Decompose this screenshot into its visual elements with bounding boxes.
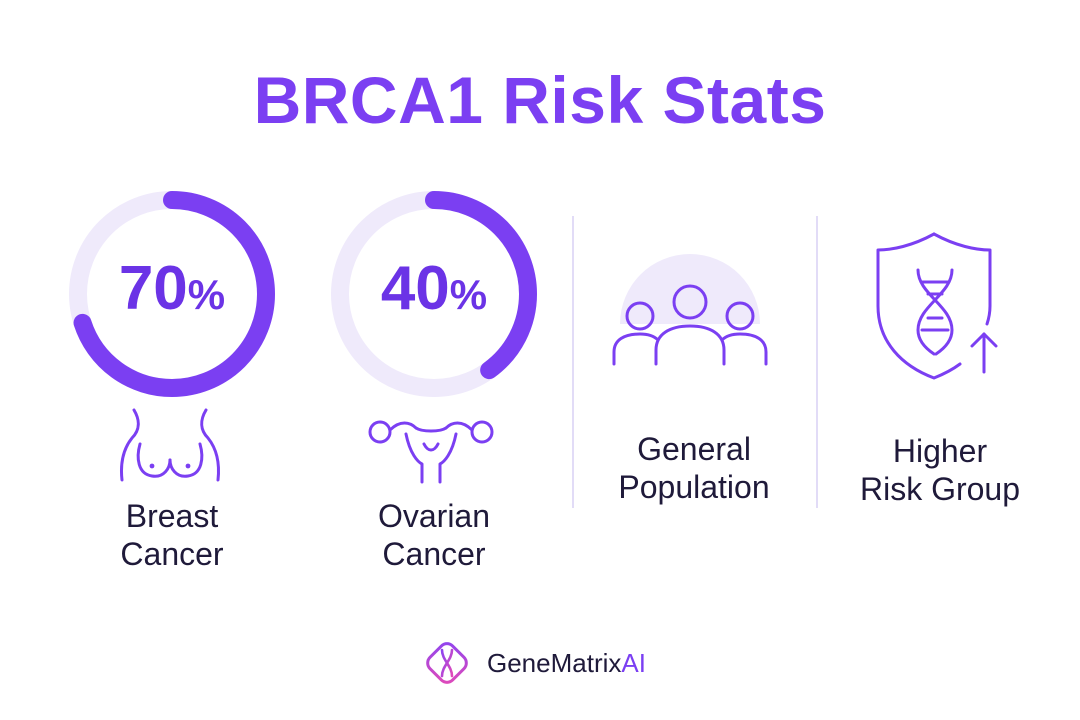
page-title: BRCA1 Risk Stats — [253, 63, 827, 137]
breast-cancer-percent: 70 — [118, 254, 188, 323]
ovarian-cancer-ring — [331, 191, 537, 397]
ovarian-cancer-ring-progress — [331, 191, 537, 397]
breast-cancer-ring-progress — [69, 191, 275, 397]
breast-cancer-percent-sign: % — [187, 271, 226, 318]
general-population-label-line1: General — [637, 431, 751, 467]
ovarian-cancer-label-line2: Cancer — [382, 536, 486, 572]
brand-name-suffix: AI — [621, 648, 646, 678]
dna-logo-icon — [426, 642, 468, 684]
section-divider — [572, 216, 574, 508]
section-divider — [816, 216, 818, 508]
ovarian-cancer-label-line1: Ovarian — [377, 498, 491, 534]
higher-risk-group-label: Higher Risk Group — [836, 432, 1044, 508]
higher-risk-group-label-line1: Higher — [892, 433, 988, 469]
breast-cancer-value: 70% — [66, 253, 278, 324]
breast-icon — [120, 408, 220, 482]
general-population-label-line2: Population — [618, 469, 770, 505]
brand-footer: GeneMatrixAI — [0, 634, 1080, 690]
breast-cancer-ring — [69, 191, 275, 397]
breast-cancer-label: Breast Cancer — [66, 497, 278, 573]
brand-name: GeneMatrixAI — [487, 648, 646, 679]
brand-name-main: GeneMatrix — [487, 648, 622, 678]
higher-risk-group-label-line2: Risk Group — [859, 471, 1021, 507]
ovarian-cancer-percent: 40 — [380, 254, 450, 323]
uterus-icon — [368, 420, 494, 484]
people-group-icon — [612, 254, 768, 366]
ovarian-cancer-label: Ovarian Cancer — [328, 497, 540, 573]
general-population-label: General Population — [592, 430, 796, 506]
shield-dna-arrow-icon — [876, 232, 998, 380]
ovarian-cancer-value: 40% — [328, 253, 540, 324]
breast-cancer-label-line2: Cancer — [120, 536, 224, 572]
ovarian-cancer-percent-sign: % — [449, 271, 488, 318]
breast-cancer-label-line1: Breast — [125, 498, 219, 534]
